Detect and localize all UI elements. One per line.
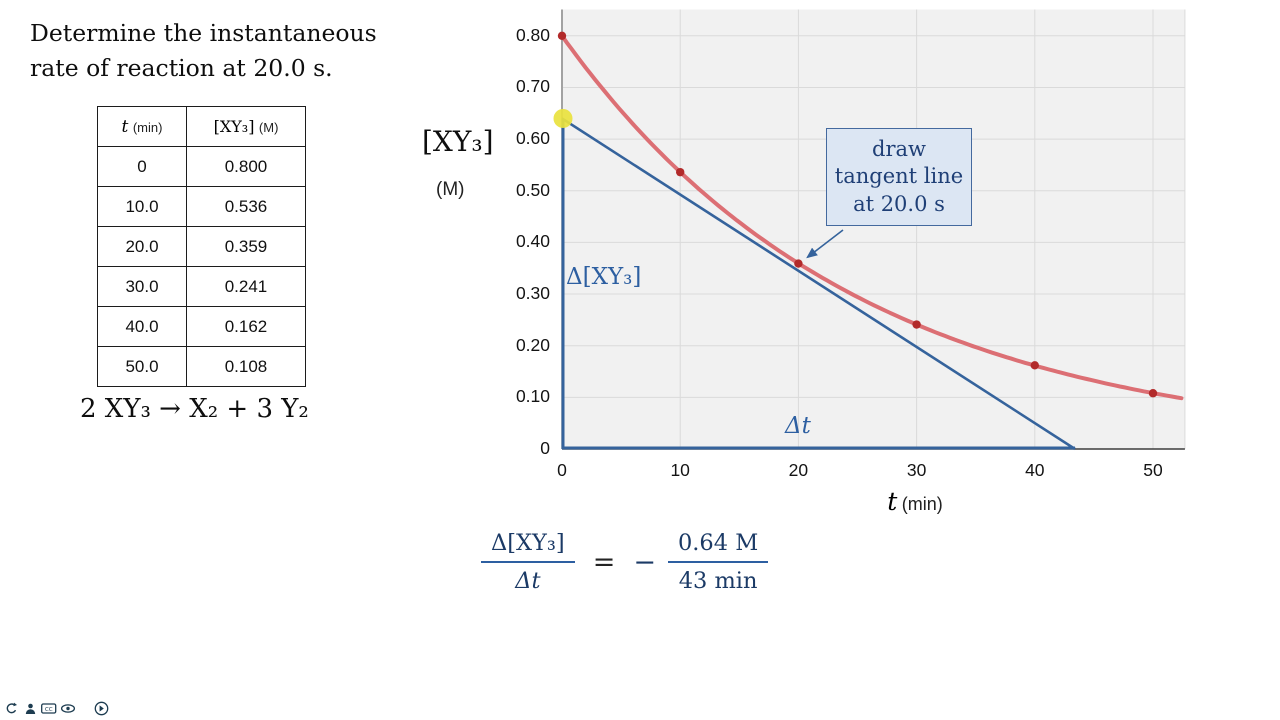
- annotation-arrow: [806, 229, 844, 259]
- tangent-line: [561, 117, 1076, 451]
- table-row: 30.0 0.241: [97, 266, 306, 307]
- table-row: 50.0 0.108: [97, 346, 306, 387]
- rate-formula: Δ[XY₃] Δt = − 0.64 M 43 min: [481, 530, 769, 594]
- time-symbol: t: [121, 116, 129, 137]
- col-header-concentration: [XY₃] (M): [186, 106, 306, 147]
- fraction-denominator: 43 min: [678, 568, 758, 594]
- table-row: 0 0.800: [97, 146, 306, 187]
- data-point: [794, 259, 803, 268]
- plot-area: [563, 9, 1185, 450]
- svg-text:CC: CC: [45, 707, 53, 713]
- delta-time-label: Δt: [785, 413, 811, 439]
- problem-statement: Determine the instantaneous rate of reac…: [30, 19, 377, 83]
- fraction-denominator: Δt: [515, 568, 541, 594]
- data-point: [557, 31, 567, 40]
- table-row: 40.0 0.162: [97, 306, 306, 347]
- y-axis-unit: (M): [436, 179, 465, 200]
- fraction-numerator: Δ[XY₃]: [481, 530, 575, 563]
- forward-icon[interactable]: [93, 701, 109, 716]
- fraction-values: 0.64 M 43 min: [667, 530, 769, 594]
- x-axis-symbol: t: [887, 487, 898, 516]
- annotation-line: at 20.0 s: [853, 191, 945, 216]
- data-table: t (min) [XY₃] (M) 0 0.800 10.0 0.536 20.0 0.3…: [97, 106, 306, 387]
- x-axis-unit: (min): [901, 494, 943, 514]
- table-cell: 0.359: [186, 226, 306, 267]
- table-cell: 0.108: [186, 346, 306, 387]
- data-point: [676, 167, 685, 177]
- data-point: [1030, 361, 1040, 370]
- table-cell: 0.536: [186, 186, 306, 227]
- time-unit: (min): [132, 119, 163, 135]
- annotation-line: tangent line: [834, 164, 964, 189]
- data-point: [912, 320, 921, 329]
- equals-sign: =: [592, 546, 616, 578]
- x-axis-title: t (min): [850, 487, 980, 516]
- data-point: [1148, 389, 1158, 398]
- fraction-numerator: 0.64 M: [667, 530, 769, 563]
- annotation-callout: draw tangent line at 20.0 s: [826, 128, 972, 226]
- concentration-curve: [560, 33, 1184, 401]
- table-cell: 0.162: [186, 306, 306, 347]
- table-header-row: t (min) [XY₃] (M): [97, 106, 306, 147]
- highlight-marker: [553, 108, 573, 128]
- fraction-delta: Δ[XY₃] Δt: [481, 530, 575, 594]
- table-row: 10.0 0.536: [97, 186, 306, 227]
- concentration-symbol: [XY₃]: [213, 116, 255, 136]
- minus-sign: −: [633, 546, 656, 578]
- table-cell: 0: [97, 146, 187, 187]
- player-toolbar: CC: [3, 701, 109, 716]
- delta-concentration-label: Δ[XY₃]: [566, 264, 642, 290]
- table-cell: 0.241: [186, 266, 306, 307]
- table-row: 20.0 0.359: [97, 226, 306, 267]
- annotation-line: draw: [872, 137, 926, 161]
- concentration-unit: (M): [258, 119, 279, 135]
- col-header-time: t (min): [97, 106, 187, 147]
- table-cell: 30.0: [97, 266, 187, 307]
- person-icon[interactable]: [22, 701, 38, 716]
- eye-icon[interactable]: [60, 701, 76, 716]
- back-icon[interactable]: [3, 701, 19, 716]
- table-cell: 50.0: [97, 346, 187, 387]
- table-cell: 10.0: [97, 186, 187, 227]
- reaction-equation: 2 XY₃ → X₂ + 3 Y₂: [80, 394, 309, 424]
- table-cell: 20.0: [97, 226, 187, 267]
- table-cell: 0.800: [186, 146, 306, 187]
- captions-icon[interactable]: CC: [41, 701, 57, 716]
- y-axis-title: [XY₃]: [422, 125, 494, 158]
